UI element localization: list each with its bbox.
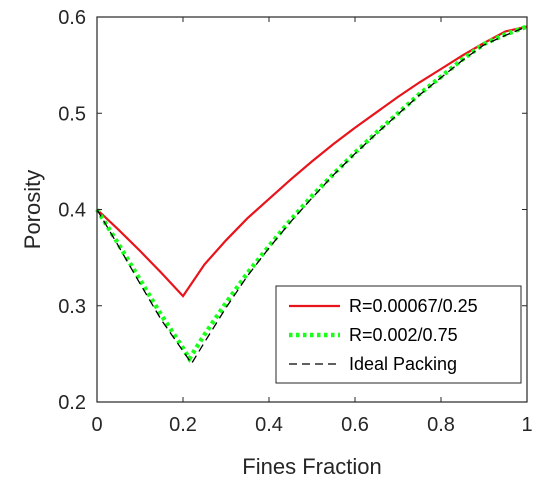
- x-tick-label: 0: [91, 414, 102, 436]
- x-axis-label: Fines Fraction: [242, 454, 381, 479]
- x-tick-label: 0.6: [341, 414, 369, 436]
- legend-label-0: R=0.00067/0.25: [349, 296, 478, 316]
- legend-label-1: R=0.002/0.75: [349, 325, 458, 345]
- series-line-1: [95, 24, 528, 363]
- y-axis-label: Porosity: [20, 170, 45, 249]
- y-tick-label: 0.6: [58, 7, 86, 29]
- series-line-0: [96, 25, 528, 298]
- legend-label-2: Ideal Packing: [349, 354, 457, 374]
- series-line-2: [96, 25, 528, 365]
- x-tick-label: 0.4: [255, 414, 283, 436]
- plot-layer: [95, 24, 528, 365]
- x-tick-label: 0.8: [427, 414, 455, 436]
- legend-box: [275, 285, 522, 384]
- y-tick-label: 0.5: [58, 103, 86, 125]
- y-tick-label: 0.4: [58, 200, 86, 222]
- x-tick-label: 1: [521, 414, 532, 436]
- legend: R=0.00067/0.25 R=0.002/0.75 Ideal Packing: [275, 285, 522, 384]
- y-tick-label: 0.3: [58, 296, 86, 318]
- ticks-layer: 0 0.2 0.4 0.6 0.8 10.20.30.40.50.6: [58, 7, 532, 436]
- x-tick-label: 0.2: [169, 414, 197, 436]
- y-tick-label: 0.2: [58, 392, 86, 414]
